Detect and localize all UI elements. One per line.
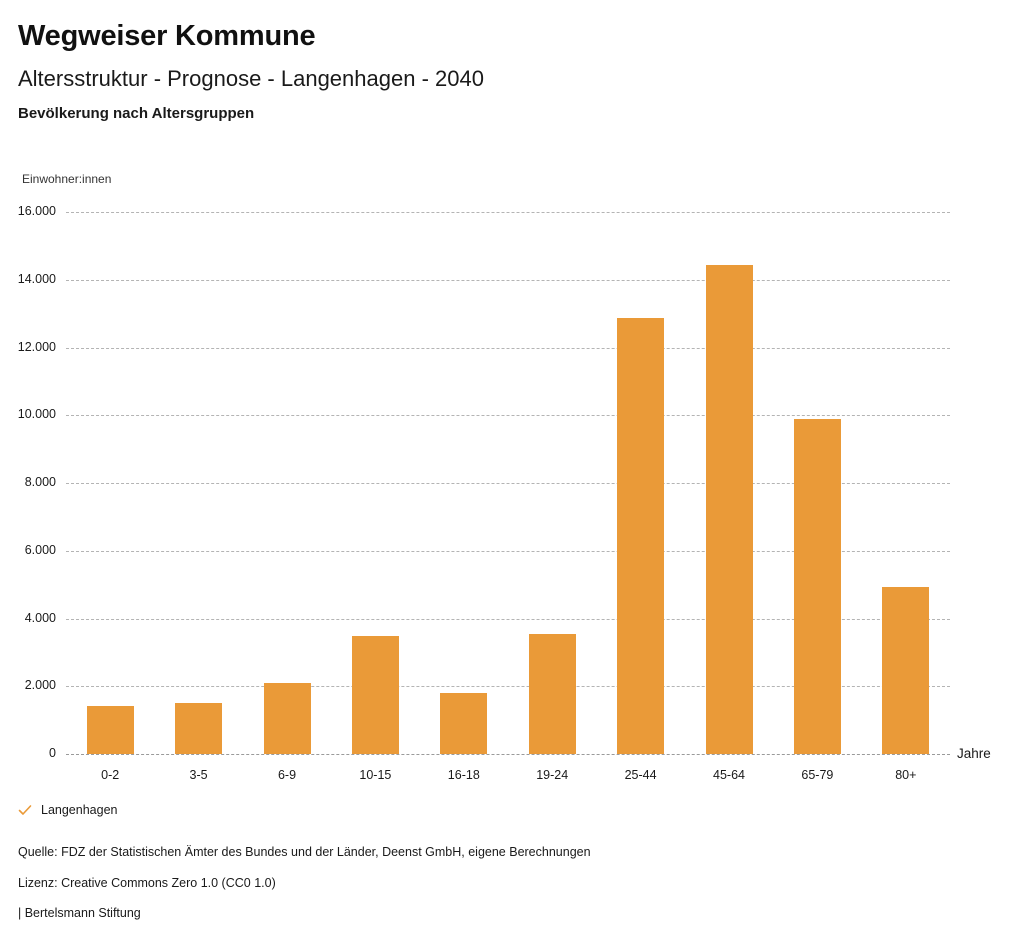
bar[interactable] [263,682,311,754]
bar[interactable] [882,586,930,754]
x-axis-tick-label: 3-5 [189,768,208,782]
bar[interactable] [705,264,753,754]
x-axis-title: Jahre [957,746,991,761]
y-axis-tick-label: 10.000 [17,407,56,422]
x-axis-tick-label: 16-18 [447,768,480,782]
y-axis-tick-label: 6.000 [24,542,56,557]
bar[interactable] [175,703,223,754]
page-title: Wegweiser Kommune [18,20,316,52]
gridline [66,347,950,349]
x-axis-tick-label: 65-79 [801,768,834,782]
axis-baseline [66,754,950,755]
x-axis-tick-label: 45-64 [713,768,745,782]
x-axis-tick-label: 6-9 [277,768,297,782]
x-axis-tick-label: 80+ [895,768,917,782]
bar[interactable] [528,634,576,754]
gridline [66,618,950,620]
gridline [66,279,950,281]
x-axis-tick-label: 25-44 [624,768,657,782]
gridline [66,550,950,552]
y-axis-tick-label: 4.000 [24,610,56,625]
bar[interactable] [617,318,665,754]
gridline [66,415,950,417]
page-caption: Bevölkerung nach Altersgruppen [18,105,255,122]
x-axis-tick-label: 19-24 [536,768,569,782]
footer-publisher: | Bertelsmann Stiftung [18,906,141,920]
y-axis-title: Einwohner:innen [22,172,112,186]
y-axis-tick-label: 12.000 [17,339,56,354]
bar[interactable] [440,693,488,754]
y-axis-tick-label: 16.000 [17,204,56,218]
footer-source: Quelle: FDZ der Statistischen Ämter des … [18,845,591,859]
check-icon [18,805,32,815]
bar[interactable] [86,705,134,754]
legend-item-label: Langenhagen [41,803,118,817]
gridline [66,483,950,484]
bar[interactable] [351,636,399,754]
x-axis-tick-label: 0-2 [101,768,120,782]
plot-area: 0 2.000 4.000 6.000 8.000 10.000 12.000 14.000 1… [18,204,950,782]
legend[interactable]: Langenhagen [18,803,117,817]
y-axis-tick-label: 8.000 [24,475,56,489]
gridline [66,212,950,213]
y-axis-tick-label: 0 [49,746,56,760]
y-axis-tick-label: 14.000 [17,271,56,286]
x-axis-tick-label: 10-15 [359,768,392,782]
page-subtitle: Altersstruktur - Prognose - Langenhagen … [18,66,484,91]
y-axis-tick-label: 2.000 [24,678,56,693]
gridline [66,686,950,688]
footer-license: Lizenz: Creative Commons Zero 1.0 (CC0 1… [18,876,276,890]
bar[interactable] [793,418,841,754]
